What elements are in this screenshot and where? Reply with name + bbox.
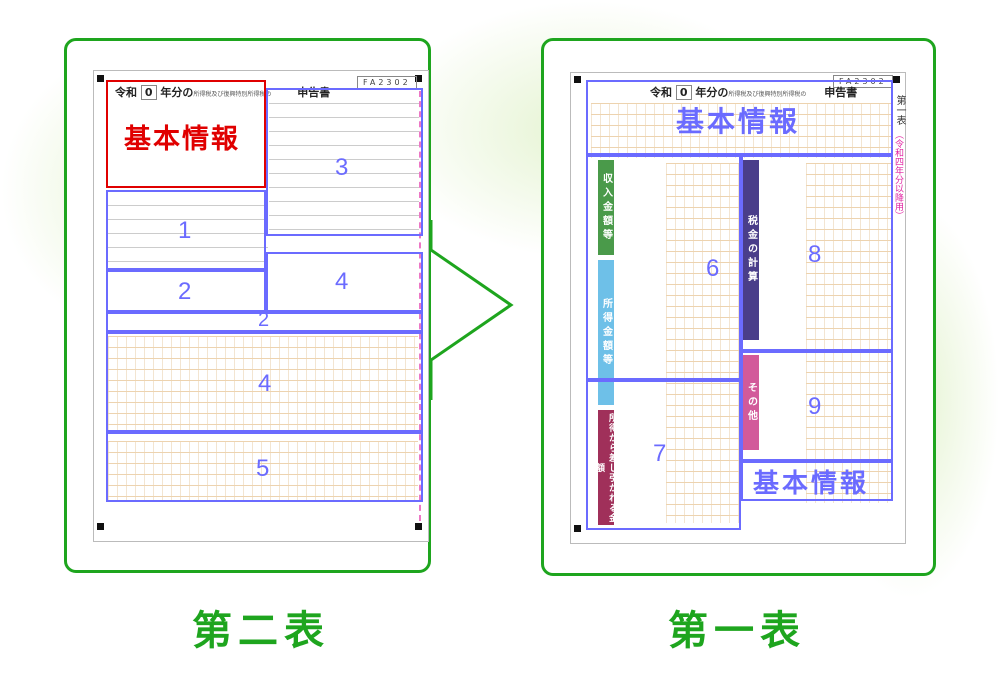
title-mid: 年分の [695,86,729,99]
label-income-amount: 所得金額等 [598,260,614,405]
basic-info-label: 基本情報 [124,124,240,155]
section-9 [741,351,893,461]
year-box: 0 [140,85,157,100]
era-label: 令和 [650,86,672,99]
label-income: 収入金額等 [598,160,614,255]
basic-info-section-2 [741,461,893,501]
section-2-upper [106,270,266,312]
section-5 [106,432,423,502]
label-other: その他 [743,355,759,450]
section-1 [106,190,266,270]
section-8-number: 8 [808,241,822,268]
section-8 [741,155,893,351]
section-4-upper [266,252,423,312]
section-1-number: 1 [178,217,192,244]
label-tax: 税金の計算 [743,160,759,340]
section-5-number: 5 [256,455,270,482]
form-1-image [570,72,906,544]
section-2-lower [106,312,423,332]
corner-mark [415,75,422,82]
section-6 [586,155,741,380]
section-7-number: 7 [653,440,667,467]
section-3 [266,88,423,236]
section-4-number: 4 [258,370,272,397]
corner-mark [97,523,104,530]
title-mid: 年分の [160,86,194,99]
corner-mark [574,525,581,532]
form-2-caption: 第二表 [192,608,330,654]
basic-info-section [106,80,266,188]
side-note: （令和四年分以降用） [893,130,903,220]
form-title: 令和 0 年分の所得税及び復興特別所得税の 申告書 [650,84,857,100]
basic-info-section [586,80,893,155]
title-small: 所得税及び復興特別所得税の [193,91,272,98]
basic-info-label: 基本情報 [676,105,801,138]
era-label: 令和 [115,86,137,99]
form-1-caption: 第一表 [668,608,806,654]
title-small: 所得税及び復興特別所得税の [728,91,807,98]
corner-mark [97,75,104,82]
section-2-number: 2 [258,309,270,331]
section-9-number: 9 [808,393,822,420]
arrow-connector [429,220,514,400]
corner-mark [574,76,581,83]
section-6-number: 6 [706,255,720,282]
basic-info-label-2: 基本情報 [753,469,870,499]
corner-mark [893,76,900,83]
section-2-number: 2 [178,278,192,305]
side-title: 第一表 [894,95,905,125]
section-3-number: 3 [335,154,349,181]
title-end: 申告書 [824,86,858,99]
label-deductions: 所得から差し引かれる金額 [594,410,617,525]
form-2-image [93,70,429,542]
section-4-number: 4 [335,268,349,295]
corner-mark [415,523,422,530]
section-7 [586,380,741,530]
section-4-lower [106,332,423,432]
year-box: 0 [675,85,692,100]
